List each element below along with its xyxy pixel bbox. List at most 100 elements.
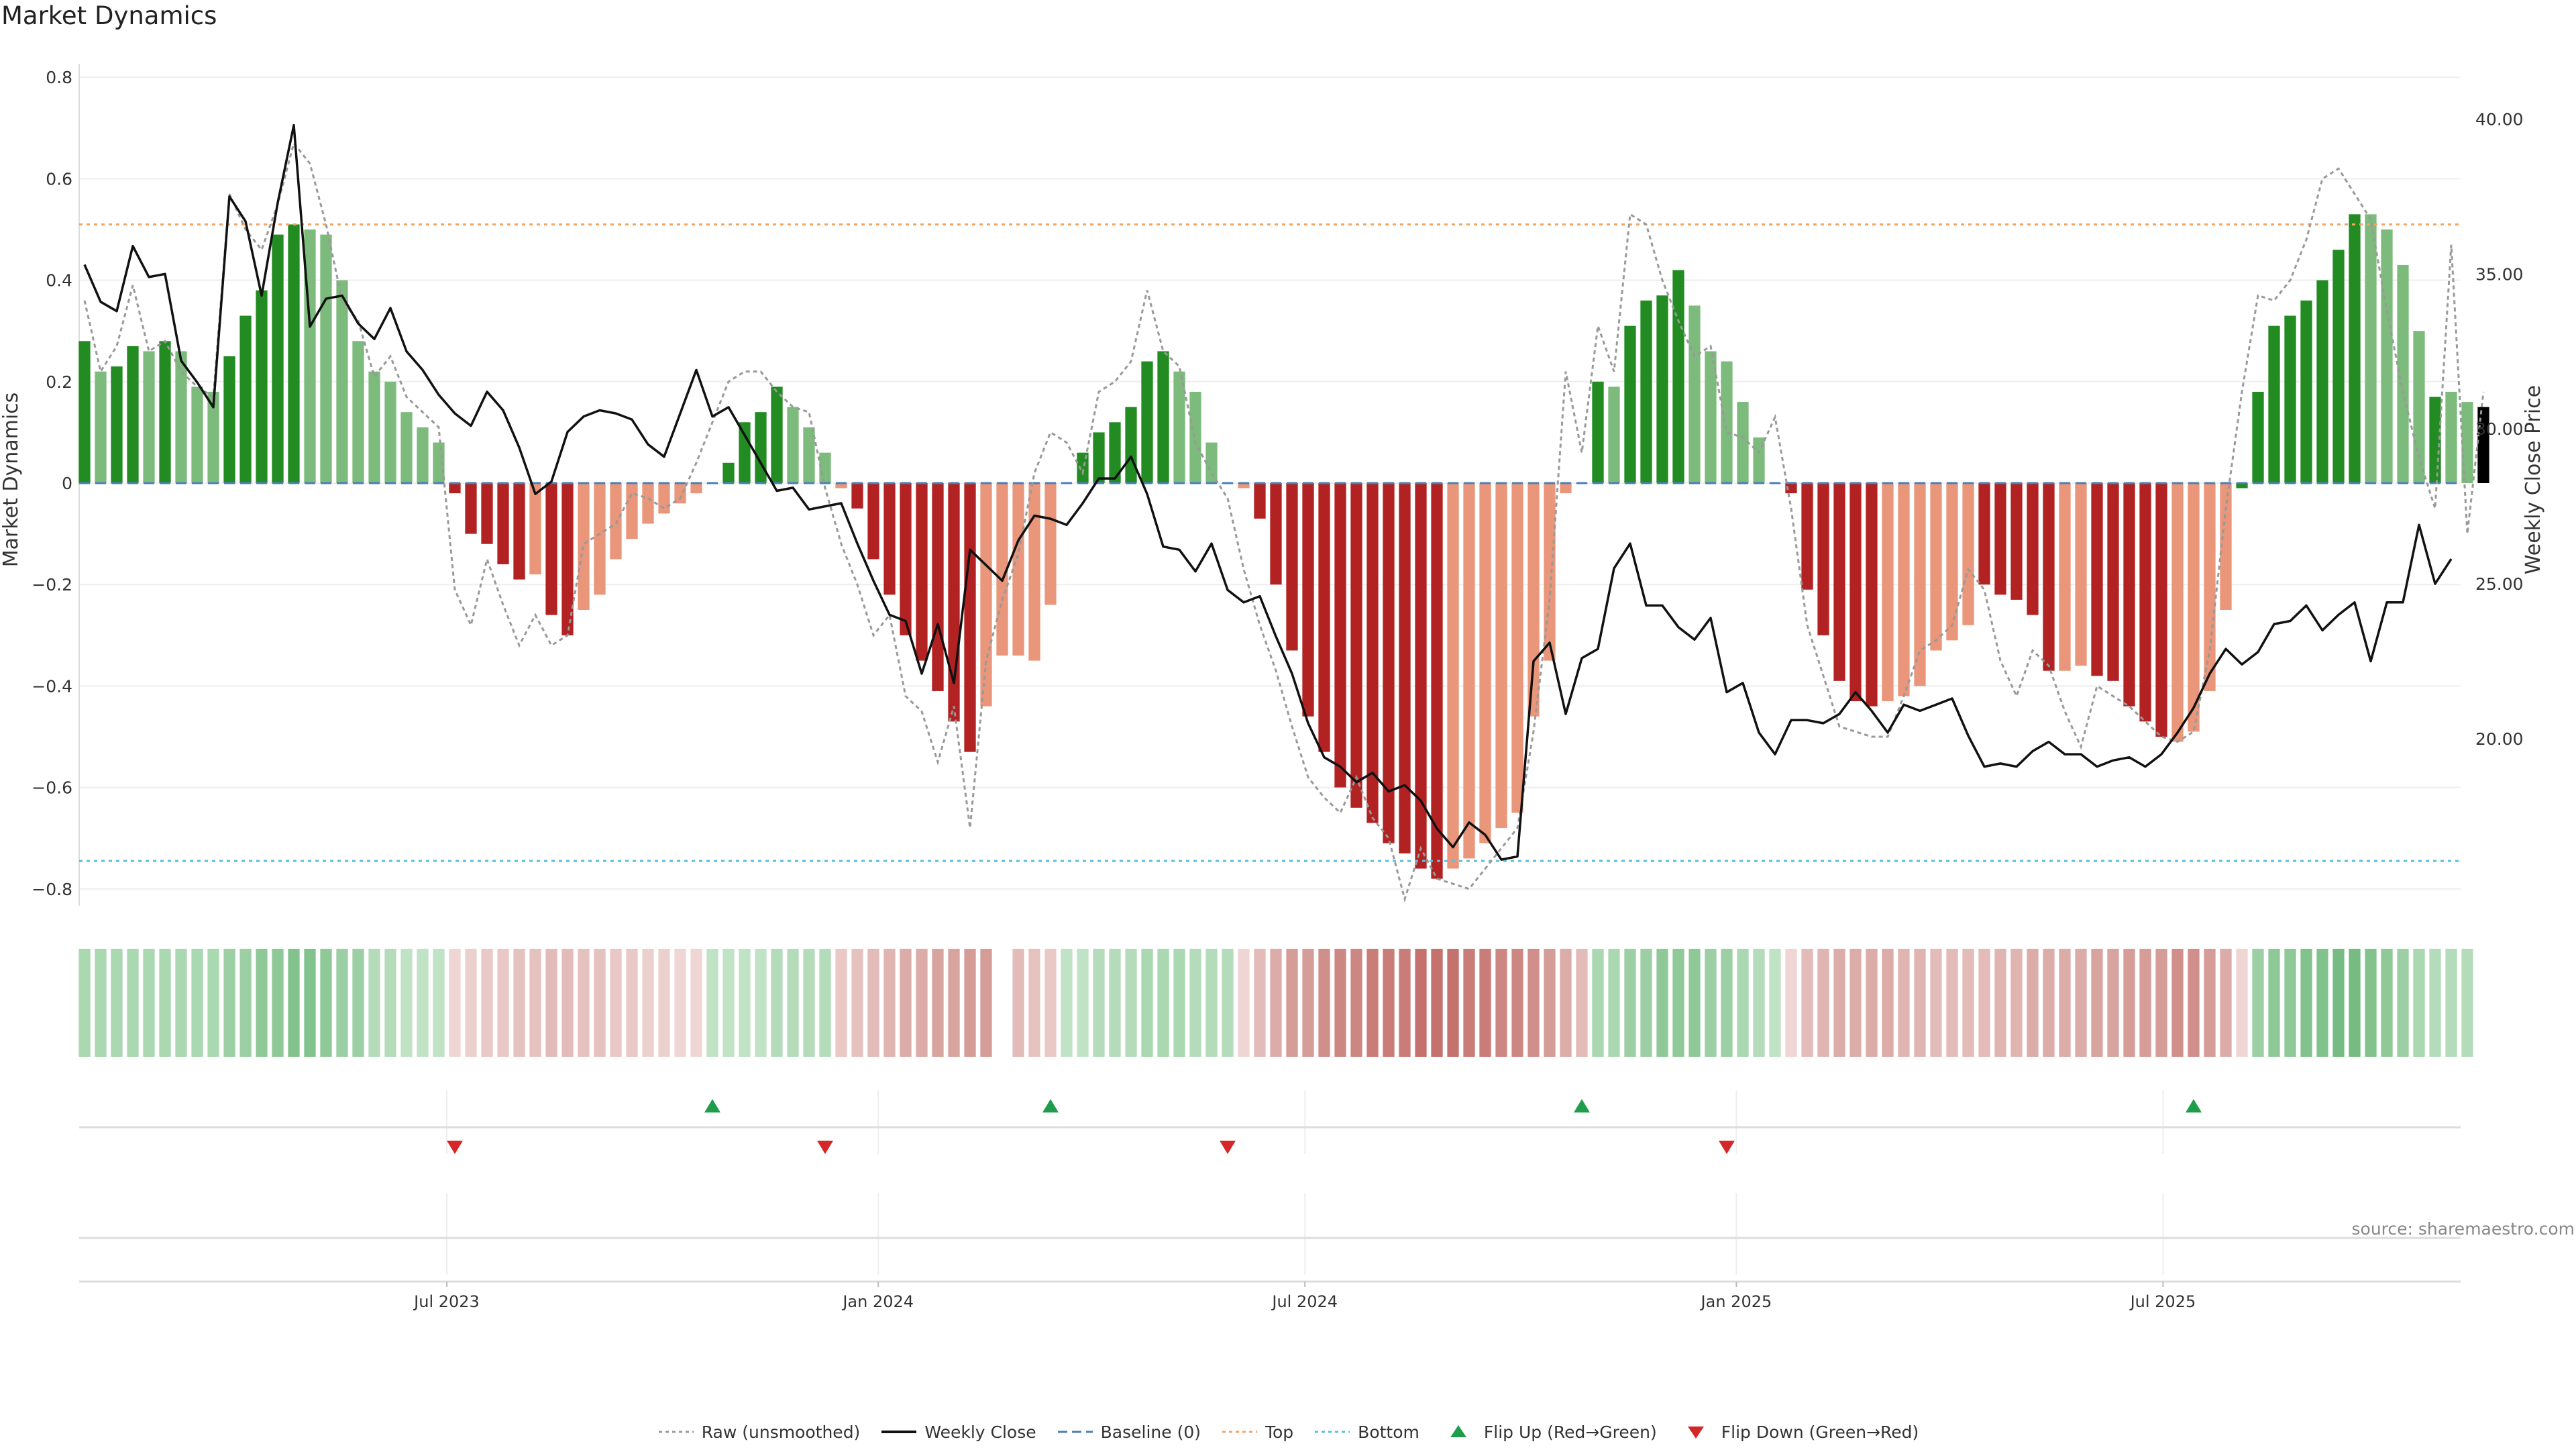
dynamics-bar xyxy=(1849,483,1862,702)
regime-cell xyxy=(1270,949,1282,1057)
dynamics-bar xyxy=(1753,437,1765,483)
regime-cell xyxy=(417,949,429,1057)
regime-cell xyxy=(384,949,396,1057)
dynamics-bar xyxy=(159,341,171,483)
regime-cell xyxy=(1254,949,1266,1057)
regime-cell xyxy=(2010,949,2023,1057)
legend-label: Raw (unsmoothed) xyxy=(701,1422,861,1442)
dynamics-bar xyxy=(2220,483,2232,610)
dynamics-bar xyxy=(1608,386,1620,483)
y-tick-label: 0.6 xyxy=(46,169,72,189)
dynamics-bar xyxy=(1157,351,1169,483)
dynamics-bar xyxy=(1688,305,1701,483)
dynamics-bar xyxy=(2236,483,2248,488)
dynamics-bar xyxy=(2155,483,2167,737)
regime-cell xyxy=(239,949,252,1057)
dynamics-bar xyxy=(207,391,219,483)
dynamics-bar xyxy=(755,412,767,483)
regime-cell xyxy=(1415,949,1427,1057)
regime-cell xyxy=(755,949,767,1057)
dynamics-bar xyxy=(932,483,944,691)
regime-cell xyxy=(1592,949,1604,1057)
dynamics-bar xyxy=(1672,270,1684,483)
dynamics-bar xyxy=(1093,432,1105,483)
dynamics-bar xyxy=(336,280,348,483)
dynamics-bar xyxy=(787,407,799,483)
dynamics-bar xyxy=(1479,483,1491,843)
dynamics-bar xyxy=(1705,351,1717,483)
dynamics-bar xyxy=(2010,483,2023,600)
dynamics-bar xyxy=(594,483,606,595)
regime-cell xyxy=(2429,949,2441,1057)
x-tick-label: Jul 2025 xyxy=(2129,1292,2196,1311)
regime-cell xyxy=(2349,949,2361,1057)
dynamics-bar xyxy=(948,483,960,722)
dynamics-bar xyxy=(2381,229,2393,483)
dynamics-bar xyxy=(2316,280,2328,483)
regime-cell xyxy=(642,949,654,1057)
dynamics-bar xyxy=(1785,483,1797,494)
dynamics-bar xyxy=(1544,483,1556,661)
regime-cell xyxy=(1238,949,1250,1057)
regime-cell xyxy=(578,949,590,1057)
legend-swatch xyxy=(1222,1431,1257,1433)
regime-cell xyxy=(2107,949,2119,1057)
regime-cell xyxy=(1978,949,1990,1057)
dynamics-bar xyxy=(2027,483,2039,615)
regime-cell xyxy=(1061,949,1073,1057)
regime-cell xyxy=(1157,949,1169,1057)
chart-legend: Raw (unsmoothed) Weekly Close Baseline (0)… xyxy=(0,1418,2576,1445)
dynamics-bar xyxy=(1978,483,1990,585)
legend-item: Weekly Close xyxy=(880,1422,1036,1442)
regime-cell xyxy=(2171,949,2184,1057)
dynamics-bar xyxy=(1624,325,1636,483)
legend-label: Baseline (0) xyxy=(1100,1422,1201,1442)
regime-cell xyxy=(2461,949,2473,1057)
dynamics-bar xyxy=(272,234,284,483)
regime-cell xyxy=(1527,949,1540,1057)
dynamics-bar xyxy=(497,483,509,564)
dynamics-bar xyxy=(223,356,235,483)
flip-down-marker xyxy=(1719,1141,1735,1154)
dynamics-bar xyxy=(175,351,187,483)
flip-down-marker xyxy=(447,1141,463,1154)
regime-cell xyxy=(1399,949,1411,1057)
regime-cell xyxy=(2300,949,2312,1057)
regime-cell xyxy=(95,949,107,1057)
regime-cell xyxy=(159,949,171,1057)
legend-item: Bottom xyxy=(1313,1422,1419,1442)
dynamics-bar xyxy=(2188,483,2200,732)
regime-cell xyxy=(545,949,557,1057)
legend-swatch xyxy=(658,1431,694,1433)
dynamics-bar xyxy=(2091,483,2103,676)
regime-cell xyxy=(2445,949,2457,1057)
dynamics-bar xyxy=(819,452,831,483)
regime-cell xyxy=(1479,949,1491,1057)
regime-cell xyxy=(320,949,332,1057)
dynamics-bar xyxy=(851,483,863,509)
regime-cell xyxy=(626,949,638,1057)
dynamics-bar xyxy=(1334,483,1346,788)
regime-cell xyxy=(1560,949,1572,1057)
dynamics-bar xyxy=(1254,483,1266,519)
dynamics-bar xyxy=(2284,315,2296,483)
regime-cell xyxy=(2059,949,2071,1057)
regime-cell xyxy=(78,949,91,1057)
dynamics-bar xyxy=(1028,483,1040,661)
x-tick-label: Jan 2025 xyxy=(1700,1292,1772,1311)
regime-cell xyxy=(1544,949,1556,1057)
regime-cell xyxy=(1109,949,1121,1057)
dynamics-bar xyxy=(1270,483,1282,585)
y-tick-label: 0.2 xyxy=(46,372,72,392)
regime-cell xyxy=(1495,949,1507,1057)
legend-label: Weekly Close xyxy=(924,1422,1036,1442)
regime-cell xyxy=(433,949,445,1057)
dynamics-bar xyxy=(867,483,879,560)
regime-cell xyxy=(2155,949,2167,1057)
dynamics-bar xyxy=(2300,300,2312,483)
dynamics-bar xyxy=(1833,483,1845,681)
regime-cell xyxy=(368,949,380,1057)
dynamics-bar xyxy=(1415,483,1427,869)
y-tick-label: −0.6 xyxy=(32,778,72,798)
